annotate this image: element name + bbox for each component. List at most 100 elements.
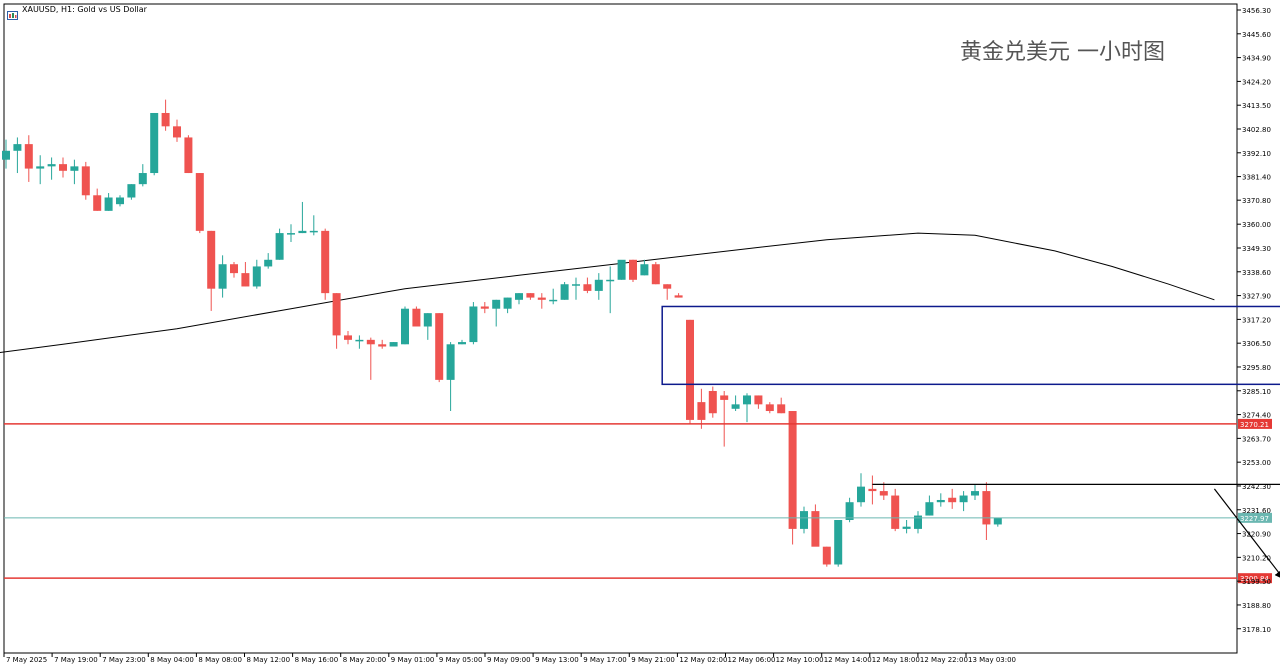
candle [150,112,159,176]
plot-border [3,3,1238,654]
bid-price-tag [1238,512,1272,523]
candle [879,482,888,500]
candle-body [857,486,865,503]
candle [777,397,786,414]
symbol-label: XAUUSD, H1: Gold vs US Dollar [22,5,147,14]
candle [993,517,1002,527]
candle-body [537,297,546,300]
candle [594,273,603,300]
y-tick-label: 3360.00 [1242,221,1271,229]
candle [629,259,637,283]
candle [423,313,432,340]
candle [81,161,90,200]
candle-body [24,144,33,169]
y-tick-label: 3210.20 [1242,554,1271,562]
candle [902,519,911,534]
candle [925,495,934,516]
candle-body [309,230,318,233]
x-tick-label: 8 May 16:00 [295,656,339,664]
candle-body [640,264,649,276]
candle [173,119,181,142]
support-label: 3200.84 [1240,575,1269,583]
candle-body [720,395,729,400]
candle-body [765,404,774,412]
candle-body [389,342,398,347]
y-tick-label: 3424.20 [1242,78,1271,86]
candle-body [13,144,22,151]
candle [788,411,797,545]
candle [412,306,421,327]
candle [230,261,238,278]
candle-body [891,495,900,529]
candle-body [617,259,626,280]
y-tick-label: 3317.20 [1242,316,1271,324]
y-tick-label: 3242.30 [1242,483,1271,491]
candle [708,386,717,418]
candle-body [47,164,56,167]
y-tick-label: 3274.40 [1242,412,1271,420]
candle [116,195,124,207]
candle-body [845,502,854,520]
candle [971,484,979,500]
candle [720,390,729,447]
chart-frame [3,3,1238,654]
candle [572,277,580,300]
candle [560,282,569,300]
candle [378,339,387,349]
candle-body [686,319,694,420]
candle-body [287,233,295,235]
candle [537,293,546,309]
candle-body [344,335,352,340]
candle [526,293,535,300]
candle [948,488,957,509]
x-tick-label: 12 May 22:00 [920,656,968,664]
candle-body [914,515,922,529]
candle-body [503,297,512,309]
y-tick-label: 3349.30 [1242,245,1271,253]
x-tick-label: 12 May 06:00 [728,656,776,664]
candle-body [788,411,797,529]
candle [401,306,409,345]
x-tick-label: 13 May 03:00 [968,656,1016,664]
candle [686,319,694,425]
candle-body [378,344,387,347]
candle [811,504,820,547]
y-tick-label: 3392.10 [1242,150,1271,158]
candle-body [150,112,159,174]
x-tick-label: 7 May 2025 [6,656,47,664]
x-tick-label: 9 May 05:00 [439,656,483,664]
candle-body [446,344,455,380]
trend-arrow [1213,488,1280,580]
candle-body [218,264,227,289]
candle-body [959,495,968,503]
y-tick-label: 3413.50 [1242,102,1271,110]
chart-window-icon [7,5,18,20]
candle-body [948,497,957,503]
candle [13,137,22,174]
candle [252,259,261,289]
candle [161,99,170,131]
candle-body [230,264,238,274]
candle [857,473,865,507]
candle [492,299,501,327]
x-tick-label: 9 May 13:00 [535,656,579,664]
candle [275,228,284,260]
candle [2,139,10,169]
candle [36,155,45,185]
candle [480,302,489,314]
x-tick-label: 8 May 12:00 [247,656,291,664]
candle-body [492,299,501,309]
candle-body [207,230,216,289]
moving-average-series [0,232,1215,354]
candle [355,335,364,349]
candle-body [526,293,535,298]
candle-body [868,488,877,492]
y-tick-label: 3327.90 [1242,293,1271,301]
candle-body [184,137,193,174]
candle-body [743,395,751,405]
candle [617,259,626,280]
candle-body [469,306,478,343]
candle-body [435,313,444,380]
candle [298,201,307,234]
